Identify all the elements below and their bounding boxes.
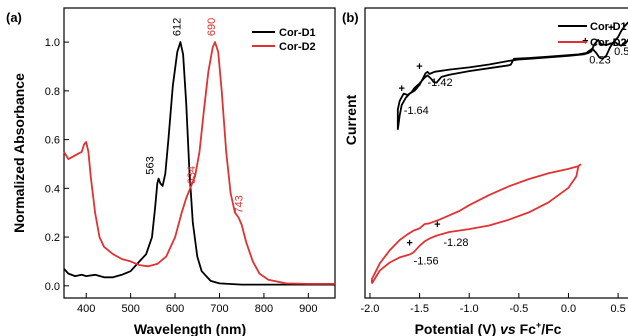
peak-marker-plus: +: [416, 61, 422, 73]
panel-b-x-tick-label: -1.0: [460, 303, 479, 315]
panel-a-y-tick-label: 0.6: [45, 135, 60, 147]
panel-b-x-tick-label: 0.5: [610, 303, 625, 315]
panel-b-x-tick-label: 0.0: [561, 303, 576, 315]
panel-a-y-axis-label: Normalized Absorbance: [11, 73, 27, 233]
potential-label-1-56: -1.56: [414, 255, 439, 267]
panel-a-y-tick-label: 0.8: [45, 86, 60, 98]
cv-curve-cor-d2: [371, 163, 582, 284]
panel-a-x-tick-label: 700: [210, 303, 228, 315]
series-line-cor-d2: [63, 41, 335, 285]
peak-label-743: 743: [234, 195, 246, 213]
potential-label-1-28: -1.28: [443, 237, 468, 249]
panel-a-x-axis-label: Wavelength (nm): [134, 321, 246, 336]
panel-b-ticks: -2.0 -1.5 -1.0 -0.5 0.0 0.5: [360, 293, 626, 315]
panel-b-x-tick-label: -2.0: [360, 303, 379, 315]
peak-label-634: 634: [186, 166, 198, 184]
panel-a-x-tick-label: 800: [255, 303, 273, 315]
panel-a-annotations: 612 563 690 634 743: [145, 18, 246, 214]
panel-b: (b) Current Potential (V) vs Fc+/Fc -2.0…: [342, 7, 628, 336]
panel-a-x-tick-label: 600: [166, 303, 184, 315]
panel-b-x-tick-label: -1.5: [410, 303, 429, 315]
panel-b-x-label-part-3: Fc: [516, 321, 536, 336]
legend-label-cor-d2-b: Cor-D2: [590, 37, 627, 49]
potential-label-0-5: 0.5: [614, 46, 628, 58]
cv-curve-cor-d1: [396, 21, 628, 130]
panel-a-y-tick-label: 0.4: [45, 183, 60, 195]
peak-label-563: 563: [145, 156, 157, 174]
panel-b-y-axis-label: Current: [343, 94, 359, 145]
panel-b-series: [371, 21, 628, 284]
panel-a-series: [63, 41, 335, 286]
peak-marker-plus: +: [434, 219, 440, 231]
panel-a: (a) Normalized Absorbance Wavelength (nm…: [6, 7, 336, 336]
panel-a-y-tick-label: 0.0: [45, 281, 60, 293]
panel-a-x-tick-label: 900: [299, 303, 317, 315]
panel-b-x-label-part-2: vs: [500, 321, 516, 336]
panel-b-plot-frame: [364, 7, 628, 299]
peak-label-612: 612: [171, 18, 183, 36]
panel-b-legend: Cor-D1 Cor-D2: [558, 21, 627, 49]
legend-label-cor-d1-b: Cor-D1: [590, 21, 627, 33]
potential-label-1-42: -1.42: [428, 77, 453, 89]
panel-a-y-tick-label: 1.0: [45, 37, 60, 49]
potential-label-1-64: -1.64: [404, 105, 429, 117]
panel-b-x-tick-label: -0.5: [509, 303, 528, 315]
peak-marker-plus: +: [608, 22, 614, 34]
panel-a-x-tick-label: 400: [77, 303, 95, 315]
legend-label-cor-d1: Cor-D1: [279, 27, 316, 39]
peak-label-690: 690: [206, 18, 218, 36]
panel-b-x-label-part-5: /Fc: [541, 321, 561, 336]
panel-a-y-tick-label: 0.2: [45, 232, 60, 244]
series-line-cor-d1: [63, 41, 335, 286]
panel-b-annotations: +-1.42+-1.64+0.23+0.5+-1.28+-1.56: [398, 22, 628, 267]
panel-a-legend: Cor-D1 Cor-D2: [252, 27, 316, 53]
panel-b-label: (b): [342, 10, 359, 25]
peak-marker-plus: +: [406, 237, 412, 249]
panel-b-x-label-part-4: +: [536, 320, 541, 330]
potential-label-0-23: 0.23: [589, 55, 610, 67]
panel-b-x-label-part-1: Potential (V): [415, 321, 501, 336]
legend-label-cor-d2: Cor-D2: [279, 41, 316, 53]
panel-a-ticks: 400 500 600 700 800 900 0.0 0.2 0.4 0.6 0.8 1.0: [45, 37, 318, 315]
panel-a-x-tick-label: 500: [121, 303, 139, 315]
panel-a-label: (a): [6, 10, 22, 25]
panel-b-x-axis-label: Potential (V) vs Fc+/Fc: [415, 320, 562, 336]
peak-marker-plus: +: [398, 83, 404, 95]
